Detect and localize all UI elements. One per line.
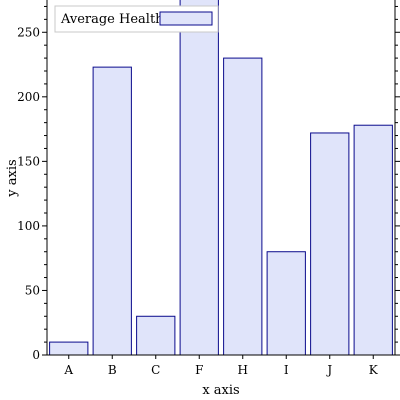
x-tick-label: I <box>284 363 289 377</box>
bar-K <box>353 124 393 355</box>
y-tick-label: 250 <box>17 25 40 39</box>
bar-B <box>92 66 132 355</box>
bar-H <box>223 57 263 355</box>
y-tick-label: 150 <box>17 154 40 168</box>
y-tick-label: 0 <box>32 348 40 362</box>
bar-C <box>136 315 176 355</box>
y-axis-title: y axis <box>5 159 20 197</box>
x-tick-label: K <box>369 363 379 377</box>
x-tick-label: H <box>238 363 248 377</box>
bar-J <box>310 132 350 355</box>
x-tick-label: C <box>151 363 160 377</box>
x-tick-label: B <box>108 363 117 377</box>
bar-F <box>179 0 219 355</box>
x-tick-label: J <box>325 363 332 377</box>
y-tick-label: 200 <box>17 90 40 104</box>
bar-A <box>49 341 89 355</box>
bar-I <box>266 251 306 355</box>
bars <box>49 0 393 355</box>
y-tick-label: 100 <box>17 219 40 233</box>
plot-area: 0 50 100 150 200 250 A B C F H I J K <box>17 0 400 377</box>
legend-label: Average Health <box>60 12 164 27</box>
x-tick-label: F <box>195 363 203 377</box>
x-tick-label: A <box>63 363 73 377</box>
y-tick-label: 50 <box>25 283 40 297</box>
legend: Average Health <box>54 5 219 33</box>
x-axis-title: x axis <box>202 383 239 398</box>
legend-swatch <box>159 11 213 26</box>
